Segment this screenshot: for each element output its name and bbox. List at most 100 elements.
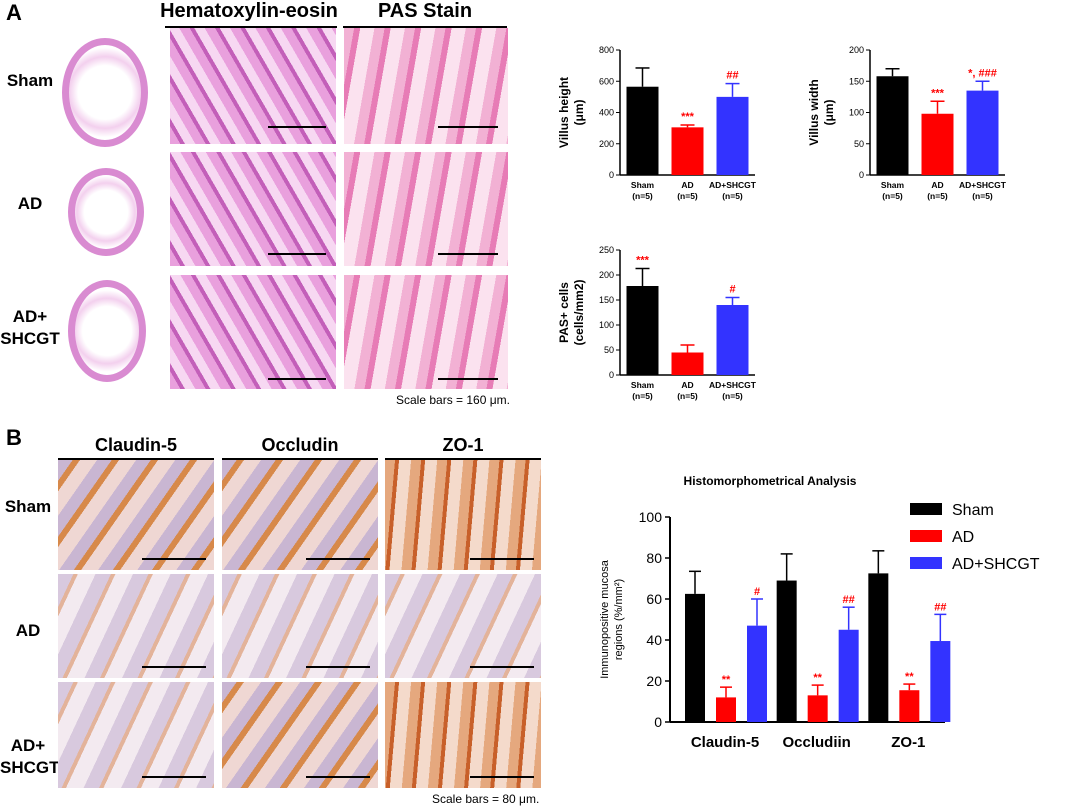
scale-bar xyxy=(306,558,370,560)
scale-bar xyxy=(306,776,370,778)
scale-bar xyxy=(142,558,206,560)
pas-micrograph-ad xyxy=(344,152,508,266)
bar xyxy=(626,286,659,375)
row-label-ad-shcgt: AD+ SHCGT xyxy=(0,307,60,348)
bar xyxy=(838,629,859,722)
y-tick-label: 800 xyxy=(599,45,614,55)
significance-label: *** xyxy=(636,255,650,267)
y-tick-label: 200 xyxy=(599,270,614,280)
x-tick-label: Occludiin xyxy=(782,734,850,751)
zo1-micrograph-sham xyxy=(385,460,541,570)
y-tick-label: 80 xyxy=(646,550,662,566)
significance-label: # xyxy=(729,284,735,296)
significance-label: ## xyxy=(934,601,946,613)
x-tick-label: (n=5) xyxy=(632,191,653,201)
y-tick-label: 40 xyxy=(646,632,662,648)
bar xyxy=(921,113,954,175)
y-tick-label: 600 xyxy=(599,76,614,86)
significance-label: ## xyxy=(843,594,855,606)
y-tick-label: 60 xyxy=(646,591,662,607)
bar xyxy=(716,697,736,722)
scale-note-b: Scale bars = 80 μm. xyxy=(432,792,540,806)
x-tick-label: Sham xyxy=(631,180,655,190)
legend-label: AD+SHCGT xyxy=(952,556,1040,573)
x-tick-label: AD xyxy=(931,180,943,190)
y-tick-label: 250 xyxy=(599,245,614,255)
bar xyxy=(685,593,705,722)
x-tick-label: AD xyxy=(681,380,693,390)
chart-title: Histomorphometrical Analysis xyxy=(684,474,857,488)
legend-swatch xyxy=(910,557,942,569)
column-header-occludin: Occludin xyxy=(261,435,339,455)
chart-pas-cells: PAS+ cells (cells/mm2) 0 50 100 150 200 250 *** S… xyxy=(557,245,757,401)
header-underline xyxy=(343,26,507,28)
legend-swatch xyxy=(910,530,942,542)
claudin-micrograph-ad-shcgt xyxy=(58,682,214,788)
panel-b-letter: B xyxy=(6,425,22,450)
y-axis-label: (cells/mm2) xyxy=(572,279,586,345)
y-tick-label: 400 xyxy=(599,108,614,118)
he-micrograph-ad-shcgt xyxy=(170,275,336,389)
scale-bar xyxy=(268,378,326,380)
x-tick-label: (n=5) xyxy=(632,391,653,401)
y-tick-label: 0 xyxy=(609,370,614,380)
scale-bar xyxy=(438,126,498,128)
chart-villus-width: Villus width (μm)050100150200Sham(n=5)***… xyxy=(807,45,1007,201)
bar xyxy=(966,90,999,175)
bar xyxy=(876,76,909,175)
x-tick-label: Sham xyxy=(881,180,905,190)
y-tick-label: 150 xyxy=(599,295,614,305)
scale-bar xyxy=(470,558,534,560)
scale-bar xyxy=(470,666,534,668)
y-tick-label: 50 xyxy=(854,139,864,149)
zo1-micrograph-ad-shcgt xyxy=(385,682,541,788)
y-axis-label: (μm) xyxy=(572,99,586,125)
legend-swatch xyxy=(910,503,942,515)
row-label-ad: AD xyxy=(17,194,43,213)
bar xyxy=(747,625,767,722)
he-micrograph-ad xyxy=(170,152,336,266)
chart-villus-height: Villus height (μm)0200400600800Sham(n=5)*… xyxy=(557,45,757,201)
y-axis-label: PAS+ cells xyxy=(557,282,571,343)
scale-note-a: Scale bars = 160 μm. xyxy=(396,393,510,407)
bar xyxy=(868,573,889,722)
scale-bar xyxy=(268,126,326,128)
y-axis-label: Villus width xyxy=(807,79,821,145)
row-label-sham: Sham xyxy=(4,497,52,516)
scale-bar xyxy=(470,776,534,778)
he-micrograph-sham xyxy=(170,28,336,144)
row-label-sham: Sham xyxy=(6,71,54,90)
x-tick-label: (n=5) xyxy=(722,191,743,201)
occludin-micrograph-ad xyxy=(222,574,378,678)
y-axis-label: (μm) xyxy=(822,99,836,125)
chart-histomorphometry: Histomorphometrical Analysis Immunopositi… xyxy=(599,474,1040,751)
x-tick-label: (n=5) xyxy=(882,191,903,201)
y-tick-label: 200 xyxy=(849,45,864,55)
y-tick-label: 50 xyxy=(604,345,614,355)
scale-bar xyxy=(142,666,206,668)
significance-label: *** xyxy=(931,87,945,99)
scale-bar xyxy=(306,666,370,668)
bar xyxy=(807,695,828,722)
y-tick-label: 0 xyxy=(609,170,614,180)
bar xyxy=(671,352,704,375)
claudin-micrograph-sham xyxy=(58,460,214,570)
y-tick-label: 0 xyxy=(654,714,662,730)
x-tick-label: AD+SHCGT xyxy=(709,380,757,390)
x-tick-label: Claudin-5 xyxy=(691,734,759,751)
zo1-micrograph-ad xyxy=(385,574,541,678)
pas-micrograph-sham xyxy=(344,28,508,144)
bar xyxy=(626,86,659,175)
y-axis-label: Villus height xyxy=(557,77,571,148)
y-axis-label: Immunopositive mucosa xyxy=(599,559,611,678)
y-tick-label: 100 xyxy=(639,509,663,525)
bar xyxy=(716,96,749,175)
scale-bar xyxy=(268,253,326,255)
x-tick-label: (n=5) xyxy=(927,191,948,201)
scale-bar xyxy=(438,378,498,380)
significance-label: ** xyxy=(905,671,914,683)
occludin-micrograph-sham xyxy=(222,460,378,570)
x-tick-label: (n=5) xyxy=(677,391,698,401)
header-underline xyxy=(385,458,541,460)
bar xyxy=(776,580,797,722)
